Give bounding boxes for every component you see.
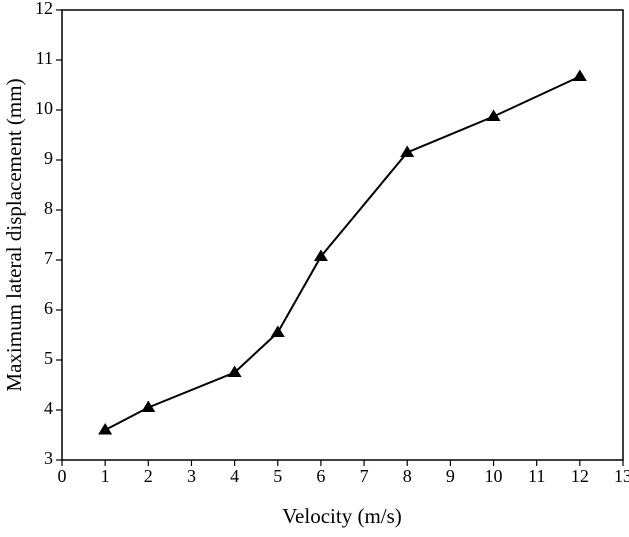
marker (400, 145, 415, 158)
x-tick-label: 6 (316, 466, 325, 486)
y-axis-label: Maximum lateral displacement (mm) (2, 78, 26, 391)
y-tick-label: 8 (44, 198, 53, 218)
marker (313, 249, 328, 262)
plot-frame (61, 9, 624, 461)
y-tick-label: 9 (44, 148, 53, 168)
marker (270, 325, 285, 338)
marker (486, 109, 501, 122)
x-tick-label: 11 (528, 466, 545, 486)
y-tick-label: 6 (44, 298, 53, 318)
y-tick-label: 3 (44, 448, 53, 468)
y-tick-label: 12 (35, 0, 53, 18)
x-tick-label: 9 (446, 466, 455, 486)
x-tick-label: 12 (571, 466, 589, 486)
x-tick-label: 13 (614, 466, 629, 486)
x-tick-label: 5 (273, 466, 282, 486)
x-tick-label: 2 (144, 466, 153, 486)
x-tick-label: 1 (101, 466, 110, 486)
y-tick-label: 7 (44, 248, 53, 268)
x-tick-label: 7 (360, 466, 369, 486)
data-line (104, 75, 581, 431)
x-tick-label: 3 (187, 466, 196, 486)
y-tick-label: 11 (36, 48, 53, 68)
marker (227, 365, 242, 378)
y-tick-label: 4 (44, 398, 53, 418)
y-tick-label: 5 (44, 348, 53, 368)
x-tick-label: 8 (403, 466, 412, 486)
marker (98, 423, 113, 435)
x-tick-label: 10 (485, 466, 503, 486)
y-tick-label: 10 (35, 98, 53, 118)
x-tick-label: 0 (58, 466, 67, 486)
marker (141, 400, 156, 413)
marker (572, 69, 587, 82)
x-axis-label: Velocity (m/s) (282, 504, 402, 528)
x-tick-label: 4 (230, 466, 239, 486)
